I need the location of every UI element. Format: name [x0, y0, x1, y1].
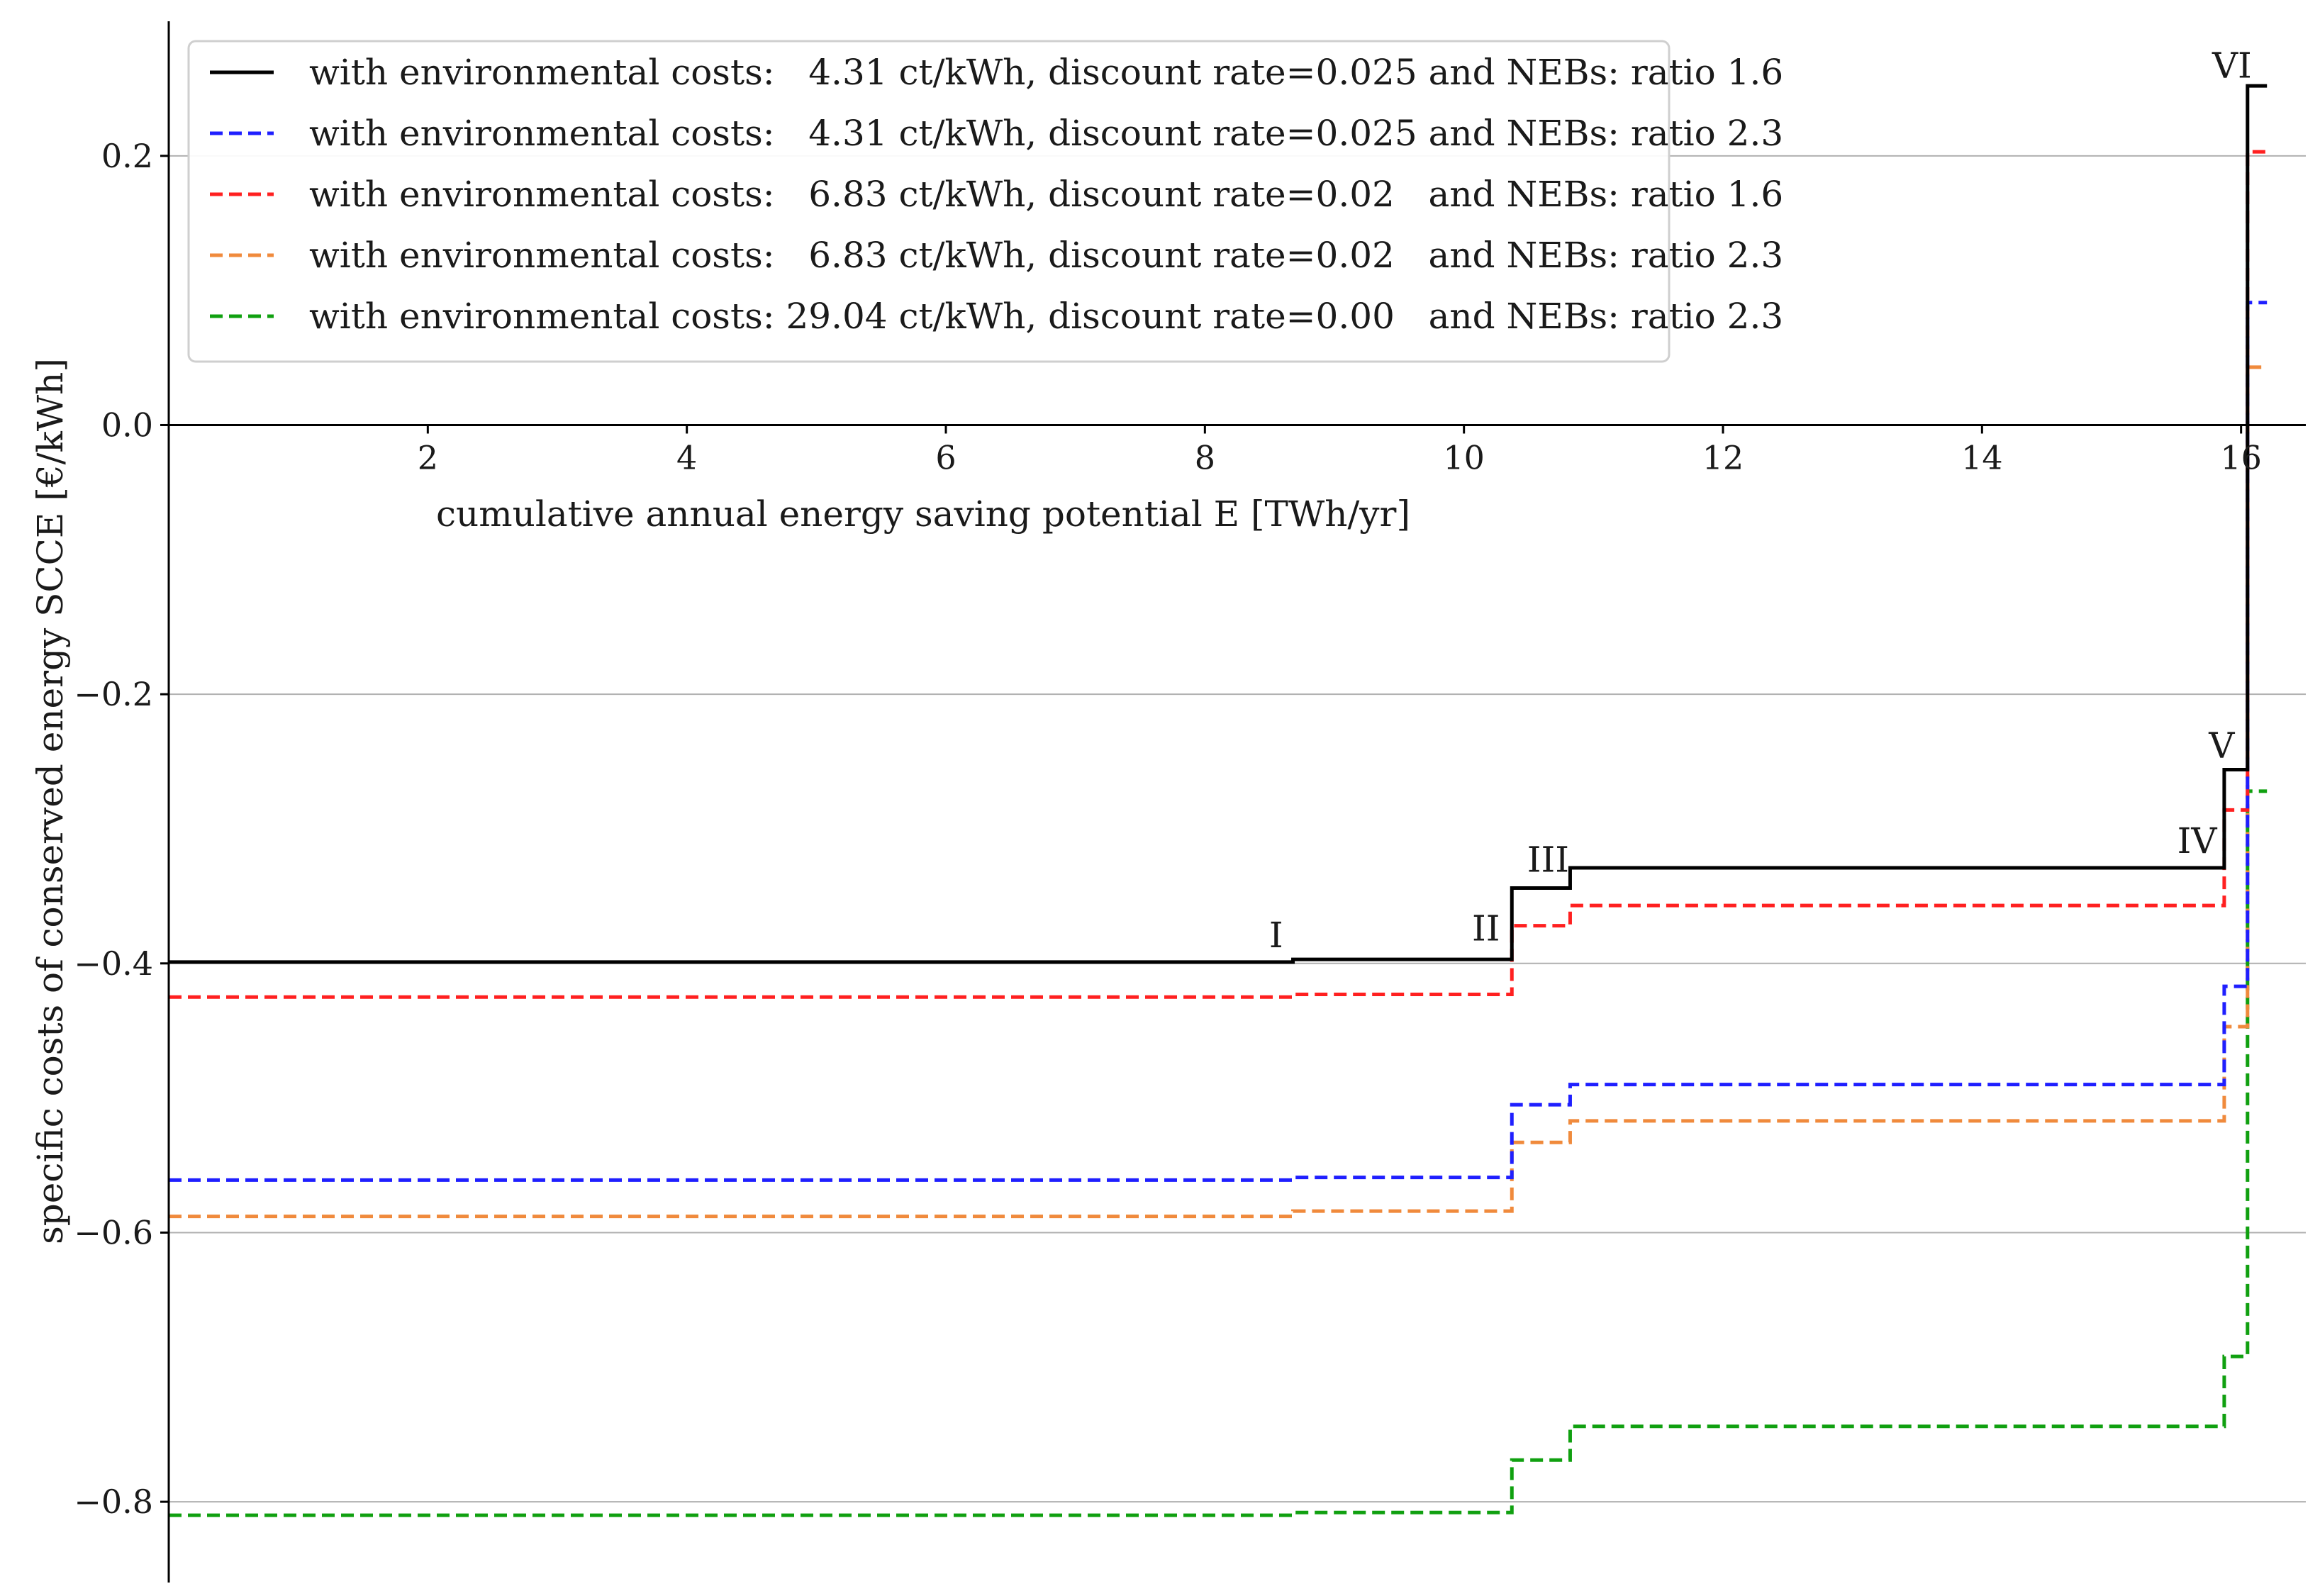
y-tick-label: −0.6 [74, 1213, 153, 1251]
legend: with environmental costs: 4.31 ct/kWh, d… [187, 40, 1783, 363]
series-line [169, 301, 2268, 1182]
x-tick-label: 6 [935, 438, 956, 476]
legend-box [187, 40, 1671, 363]
y-tick-label: 0.2 [101, 137, 153, 175]
x-tick-label: 14 [1961, 438, 2003, 476]
y-axis-ticks: −0.8 −0.6 −0.4 −0.2 0.0 0.2 [74, 137, 169, 1521]
y-axis-title: specific costs of conserved energy SCCE … [30, 358, 71, 1244]
series-lines [169, 84, 2268, 1517]
axes [167, 21, 2306, 1583]
legend-label: with environmental costs: 6.83 ct/kWh, d… [309, 235, 1783, 276]
legend-label: with environmental costs: 4.31 ct/kWh, d… [309, 113, 1783, 154]
step-label: I [1269, 915, 1283, 956]
x-tick-label: 8 [1195, 438, 1215, 476]
step-label: IV [2177, 820, 2218, 861]
y-tick-label: −0.4 [74, 944, 153, 983]
step-label: V [2208, 725, 2235, 766]
y-tick-label: −0.2 [74, 675, 153, 713]
y-tick-label: 0.0 [101, 406, 153, 444]
series-line [169, 84, 2268, 964]
step-label: III [1527, 839, 1569, 881]
x-tick-label: 12 [1702, 438, 1744, 476]
x-tick-label: 16 [2220, 438, 2262, 476]
legend-label: with environmental costs: 6.83 ct/kWh, d… [309, 174, 1783, 215]
y-tick-label: −0.8 [74, 1483, 153, 1521]
step-label: VI [2212, 45, 2252, 87]
legend-label: with environmental costs: 4.31 ct/kWh, d… [309, 52, 1783, 93]
x-axis-ticks: 2 4 6 8 10 12 14 16 [418, 425, 2262, 476]
x-tick-label: 4 [676, 438, 697, 476]
x-tick-label: 2 [418, 438, 438, 476]
step-label: II [1472, 908, 1500, 949]
x-tick-label: 10 [1443, 438, 1485, 476]
x-axis-title: cumulative annual energy saving potentia… [436, 493, 1410, 535]
legend-label: with environmental costs: 29.04 ct/kWh, … [309, 296, 1783, 337]
